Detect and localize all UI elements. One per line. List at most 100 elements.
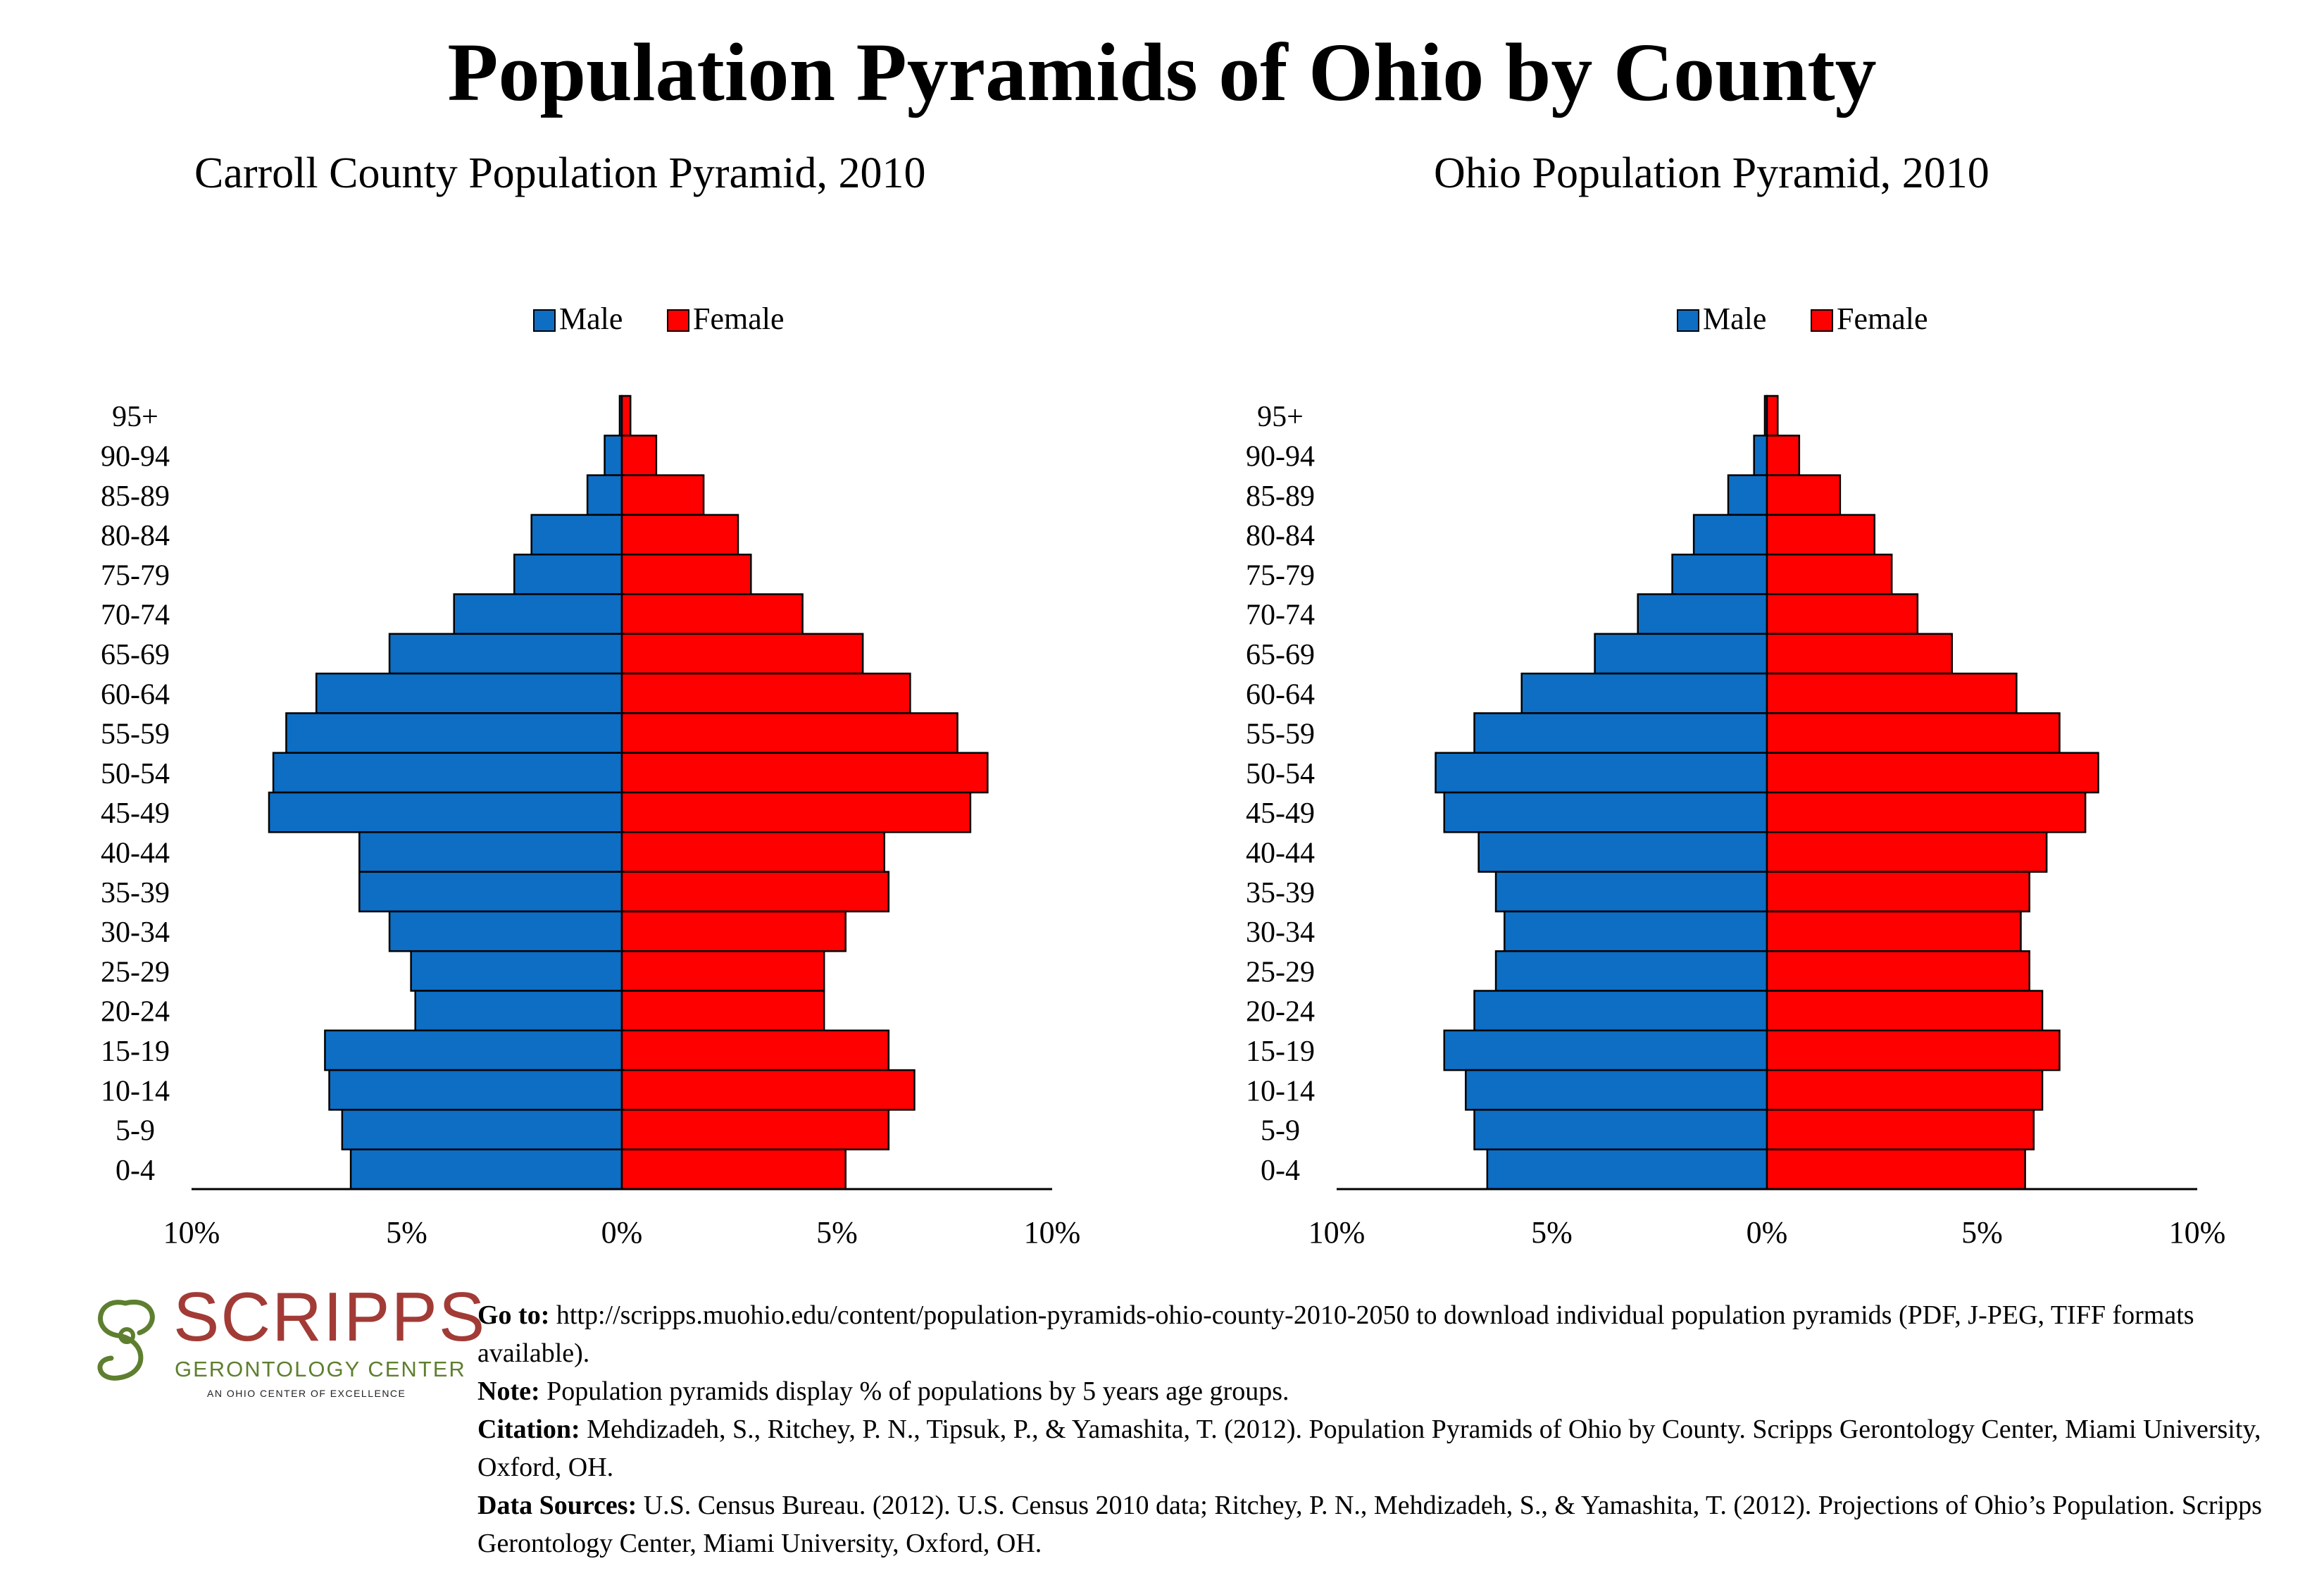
age-group-label: 5-9	[1261, 1115, 1300, 1148]
bar-female	[620, 1148, 846, 1191]
x-tick-label: 5%	[1961, 1215, 2003, 1250]
citation-text: Mehdizadeh, S., Ritchey, P. N., Tipsuk, …	[477, 1415, 2261, 1482]
bar-male	[1727, 474, 1768, 516]
bar-female	[620, 1069, 916, 1111]
age-group-label: 90-94	[101, 440, 170, 473]
bar-female	[1766, 950, 2030, 992]
bar-female	[1766, 871, 2030, 913]
age-group-label: 30-34	[1246, 916, 1315, 949]
bar-male	[1494, 871, 1768, 913]
bar-male	[1473, 990, 1768, 1032]
x-tick-label: 10%	[1024, 1215, 1081, 1250]
bar-male	[1473, 1109, 1768, 1150]
bar-male	[1486, 1148, 1768, 1191]
legend-swatch-male	[1677, 309, 1699, 332]
legend-label-male: Male	[559, 302, 623, 336]
sources-note: Data Sources: U.S. Census Bureau. (2012)…	[477, 1486, 2309, 1562]
x-tick-label: 0%	[601, 1215, 643, 1250]
bar-female	[620, 831, 885, 873]
bar-female	[620, 514, 739, 556]
bar-male	[1435, 752, 1768, 794]
age-group-label: 40-44	[1246, 837, 1315, 869]
bar-male	[285, 712, 623, 754]
legend-swatch-female	[1811, 309, 1833, 332]
bar-male	[268, 791, 623, 833]
age-group-label: 50-54	[1246, 758, 1315, 790]
bar-male	[388, 910, 623, 952]
bar-male	[1465, 1069, 1768, 1111]
bar-male	[315, 672, 623, 714]
bar-female	[620, 950, 825, 992]
bar-female	[620, 910, 846, 952]
pyramid-charts: Male Female 95+ 90-94 85-89 80-84 75-79 70-74 65…	[101, 302, 2226, 1250]
bar-male	[530, 514, 623, 556]
age-group-label: 35-39	[1246, 877, 1315, 909]
bar-male	[1443, 1029, 1768, 1071]
age-group-label: 70-74	[101, 599, 170, 632]
bar-female	[1766, 474, 1842, 516]
age-group-label: 5-9	[115, 1115, 155, 1148]
bar-female	[1766, 910, 2022, 952]
age-group-label: 45-49	[101, 797, 170, 830]
x-tick-label: 10%	[2169, 1215, 2226, 1250]
bar-male	[414, 990, 623, 1032]
bar-male	[513, 553, 623, 595]
goto-text[interactable]: http://scripps.muohio.edu/content/popula…	[477, 1300, 2194, 1368]
bar-male	[1504, 910, 1768, 952]
bar-female	[620, 712, 958, 754]
bar-female	[620, 791, 972, 833]
age-group-label: 55-59	[101, 719, 170, 751]
bar-female	[620, 871, 890, 913]
x-tick-label: 10%	[1308, 1215, 1366, 1250]
bar-female	[1766, 553, 1893, 595]
bar-male	[341, 1109, 623, 1150]
goto-note: Go to: http://scripps.muohio.edu/content…	[477, 1296, 2309, 1372]
age-group-label: 25-29	[1246, 956, 1315, 988]
age-group-label: 60-64	[101, 678, 170, 711]
bar-female	[620, 553, 752, 595]
scripps-logo: SCRIPPS GERONTOLOGY CENTER AN OHIO CENTE…	[83, 1282, 485, 1405]
legend-label-female: Female	[693, 302, 785, 336]
bar-female	[1766, 1109, 2035, 1150]
age-group-label: 35-39	[101, 877, 170, 909]
age-group-label: 90-94	[1246, 440, 1315, 473]
bar-female	[620, 593, 804, 635]
bar-female	[1766, 435, 1801, 476]
legend-swatch-female	[667, 309, 689, 332]
bar-female	[620, 1029, 890, 1071]
age-group-label: 65-69	[101, 639, 170, 671]
scripps-swirl-icon	[97, 1299, 155, 1381]
age-group-label: 40-44	[101, 837, 170, 869]
bar-male	[604, 435, 623, 476]
age-group-label: 20-24	[101, 996, 170, 1028]
x-tick-label: 5%	[1531, 1215, 1573, 1250]
citation-note: Citation: Mehdizadeh, S., Ritchey, P. N.…	[477, 1410, 2309, 1486]
bar-female	[620, 474, 705, 516]
age-group-label: 80-84	[1246, 520, 1315, 552]
bar-female	[620, 990, 825, 1032]
bar-male	[388, 633, 623, 675]
bar-male	[1692, 514, 1768, 556]
bar-female	[1766, 672, 2018, 714]
age-group-label: 95+	[1257, 401, 1304, 433]
bar-male	[324, 1029, 623, 1071]
logo-tagline: AN OHIO CENTER OF EXCELLENCE	[207, 1388, 406, 1399]
age-group-label: 75-79	[1246, 559, 1315, 592]
logo-wordmark: SCRIPPS	[173, 1278, 487, 1355]
x-tick-label: 5%	[386, 1215, 427, 1250]
age-group-label: 10-14	[1246, 1075, 1315, 1107]
age-group-label: 65-69	[1246, 639, 1315, 671]
legend-label-male: Male	[1703, 302, 1766, 336]
x-tick-label: 10%	[163, 1215, 220, 1250]
age-group-label: 85-89	[1246, 480, 1315, 513]
age-group-label: 55-59	[1246, 719, 1315, 751]
bar-male	[1671, 553, 1768, 595]
x-tick-label: 5%	[816, 1215, 858, 1250]
bar-male	[1594, 633, 1768, 675]
bar-female	[1766, 593, 1919, 635]
bar-male	[1494, 950, 1768, 992]
chart-title-carroll: Carroll County Population Pyramid, 2010	[194, 149, 926, 197]
note-text: Population pyramids display % of populat…	[546, 1376, 1289, 1406]
bar-female	[620, 394, 632, 437]
bar-female	[1766, 514, 1875, 556]
